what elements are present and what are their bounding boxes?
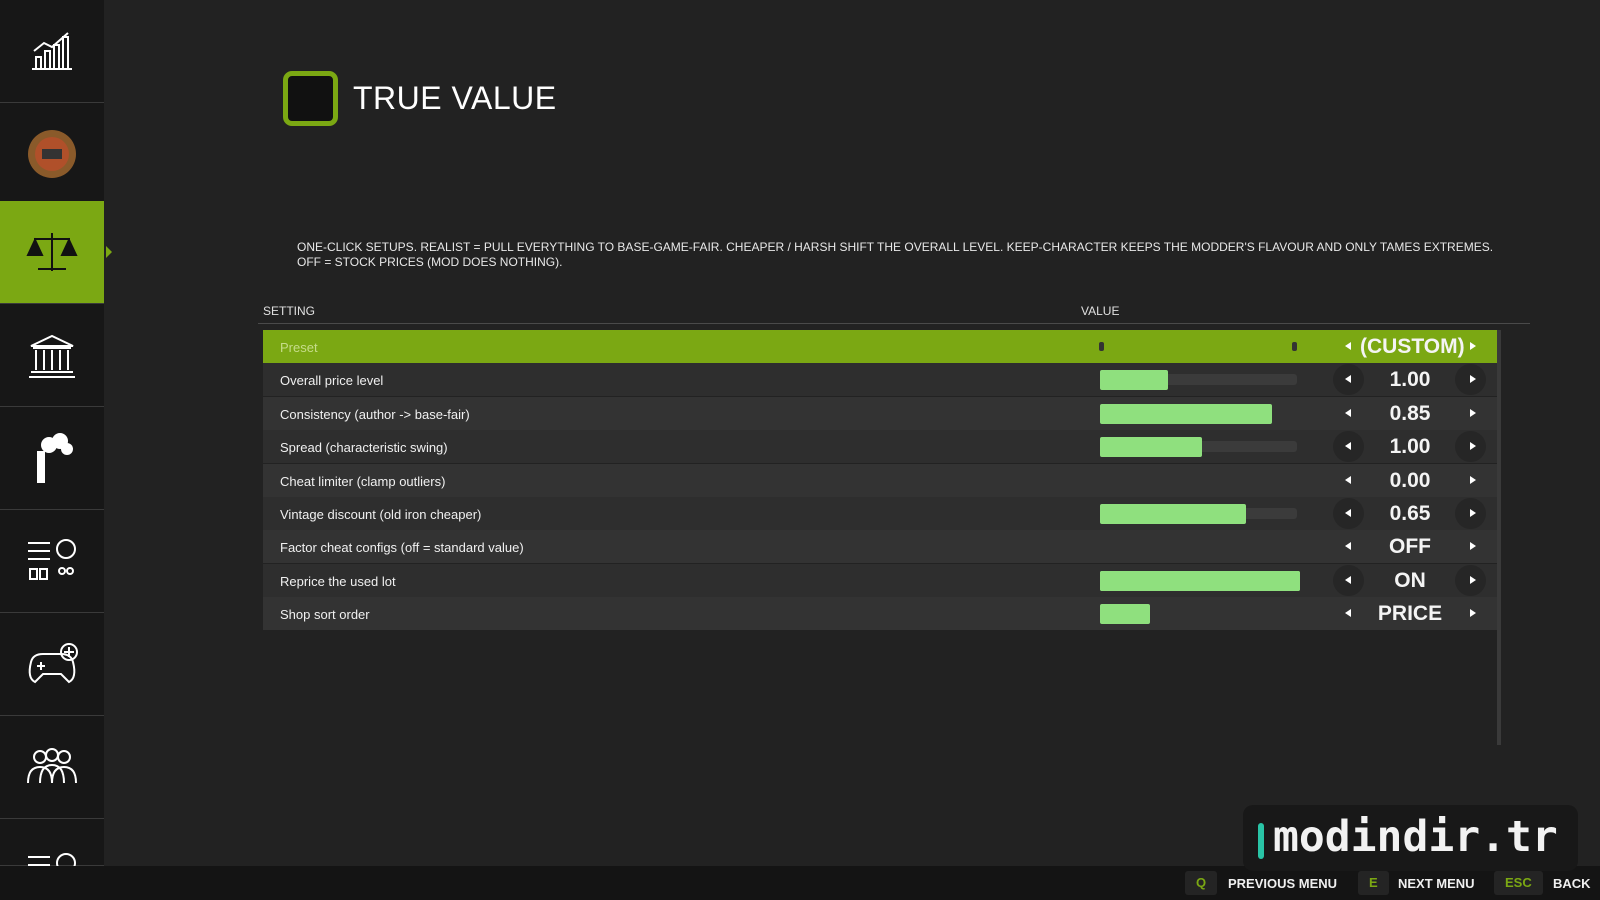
- nav-controls[interactable]: [0, 613, 104, 716]
- setting-row[interactable]: Vintage discount (old iron cheaper) 0.65: [263, 497, 1497, 530]
- setting-value: ON: [1394, 568, 1426, 592]
- divider: [258, 323, 1530, 324]
- footer: Q PREVIOUS MENU E NEXT MENU ESC BACK: [0, 866, 1600, 900]
- arrow-left[interactable]: [1345, 342, 1351, 350]
- icon: [37, 433, 73, 483]
- nav-production[interactable]: [0, 407, 104, 510]
- setting-value: 0.85: [1389, 401, 1431, 425]
- setting-value: PRICE: [1377, 602, 1443, 626]
- slider-fill[interactable]: [1100, 570, 1300, 591]
- setting-value: 0.65: [1389, 502, 1431, 525]
- setting-label: Consistency (author -> base-fair): [280, 406, 470, 422]
- setting-row[interactable]: Cheat limiter (clamp outliers) 0.00: [263, 463, 1497, 497]
- setting-label: Preset: [280, 340, 318, 355]
- arrow-right[interactable]: [1470, 542, 1476, 551]
- nav-settings[interactable]: [0, 510, 104, 613]
- arrow-left[interactable]: [1345, 575, 1351, 584]
- arrow-left[interactable]: [1345, 542, 1351, 551]
- arrow-right[interactable]: [1470, 575, 1476, 584]
- setting-label: Reprice the used lot: [280, 573, 396, 589]
- nav-bank[interactable]: [0, 304, 104, 407]
- description: ONE-CLICK SETUPS. REALIST = PULL EVERYTH…: [297, 240, 1494, 269]
- column-header: VALUE: [1081, 304, 1120, 318]
- sidebar: [0, 0, 112, 866]
- footer-action[interactable]: NEXT MENU: [1398, 876, 1475, 891]
- arrow-left[interactable]: [1345, 475, 1351, 484]
- setting-value: OFF: [1389, 535, 1431, 559]
- setting-label: Cheat limiter (clamp outliers): [280, 473, 446, 489]
- arrow-left[interactable]: [1345, 509, 1351, 517]
- slider-fill[interactable]: [1100, 370, 1168, 391]
- setting-value: 0.00: [1389, 468, 1431, 492]
- setting-row[interactable]: Preset (CUSTOM): [263, 330, 1497, 363]
- setting-label: Overall price level: [280, 373, 384, 389]
- setting-label: Vintage discount (old iron cheaper): [280, 507, 482, 522]
- title-icon: [283, 71, 338, 126]
- setting-value: (CUSTOM): [1360, 335, 1465, 358]
- setting-value: 1.00: [1389, 368, 1431, 392]
- key-hint: ESC: [1494, 871, 1543, 895]
- icon: [27, 748, 77, 784]
- setting-row[interactable]: Consistency (author -> base-fair) 0.85: [263, 396, 1497, 430]
- watermark: modindir.tr: [1243, 805, 1578, 871]
- scrollbar[interactable]: [1497, 330, 1501, 745]
- footer-action[interactable]: PREVIOUS MENU: [1228, 876, 1338, 891]
- arrow-right[interactable]: [1470, 442, 1476, 451]
- setting-label: Shop sort order: [280, 607, 370, 623]
- slider-marker: [1099, 342, 1104, 351]
- setting-row[interactable]: Factor cheat configs (off = standard val…: [263, 530, 1497, 564]
- setting-row[interactable]: Spread (characteristic swing) 1.00: [263, 430, 1497, 464]
- slider-fill[interactable]: [1100, 504, 1246, 524]
- icon: [28, 539, 76, 580]
- icon: [26, 233, 78, 271]
- icon: [28, 643, 78, 684]
- key-hint: E: [1358, 871, 1389, 895]
- slider-marker: [1292, 342, 1297, 351]
- arrow-right[interactable]: [1470, 609, 1476, 618]
- nav-true-value[interactable]: [0, 201, 112, 304]
- setting-value: 1.00: [1389, 435, 1431, 459]
- arrow-left[interactable]: [1345, 609, 1351, 618]
- footer-action[interactable]: BACK: [1553, 876, 1591, 891]
- arrow-left[interactable]: [1345, 442, 1351, 451]
- setting-label: Factor cheat configs (off = standard val…: [280, 540, 524, 556]
- setting-row[interactable]: Shop sort order PRICE: [263, 597, 1497, 631]
- arrow-right[interactable]: [1470, 342, 1476, 350]
- icon: [28, 130, 76, 178]
- icon: [28, 853, 76, 866]
- setting-row[interactable]: Reprice the used lot ON: [263, 563, 1497, 597]
- slider-track: [1100, 374, 1297, 386]
- nav-career[interactable]: [0, 103, 104, 206]
- arrow-left[interactable]: [1345, 408, 1351, 417]
- setting-row[interactable]: Overall price level 1.00: [263, 363, 1497, 397]
- watermark-text: modindir.tr: [1273, 812, 1558, 862]
- arrow-right[interactable]: [1470, 408, 1476, 417]
- icon: [32, 32, 72, 70]
- key-hint: Q: [1185, 871, 1218, 895]
- arrow-left[interactable]: [1345, 375, 1351, 384]
- arrow-right[interactable]: [1470, 375, 1476, 384]
- setting-label: Spread (characteristic swing): [280, 440, 448, 456]
- arrow-right[interactable]: [1470, 509, 1476, 517]
- slider-fill[interactable]: [1100, 604, 1150, 625]
- icon: [29, 334, 75, 378]
- nav-stats[interactable]: [0, 0, 104, 103]
- nav-more[interactable]: [0, 819, 104, 866]
- nav-multiplayer[interactable]: [0, 716, 104, 819]
- page-title: TRUE VALUE: [353, 80, 557, 116]
- column-header: SETTING: [263, 304, 316, 318]
- watermark-bar: [1258, 823, 1264, 859]
- slider-fill[interactable]: [1100, 437, 1202, 458]
- arrow-right[interactable]: [1470, 475, 1476, 484]
- slider-fill[interactable]: [1100, 403, 1272, 424]
